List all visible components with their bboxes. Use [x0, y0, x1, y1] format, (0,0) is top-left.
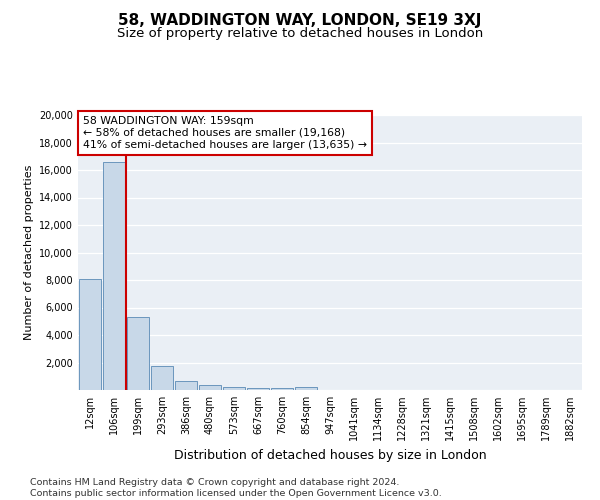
Text: 58, WADDINGTON WAY, LONDON, SE19 3XJ: 58, WADDINGTON WAY, LONDON, SE19 3XJ: [118, 12, 482, 28]
X-axis label: Distribution of detached houses by size in London: Distribution of detached houses by size …: [173, 448, 487, 462]
Y-axis label: Number of detached properties: Number of detached properties: [24, 165, 34, 340]
Bar: [223, 386, 245, 390]
Bar: [103, 162, 125, 390]
Text: 58 WADDINGTON WAY: 159sqm
← 58% of detached houses are smaller (19,168)
41% of s: 58 WADDINGTON WAY: 159sqm ← 58% of detac…: [83, 116, 367, 150]
Bar: [271, 388, 293, 390]
Bar: [127, 317, 149, 390]
Bar: [247, 388, 269, 390]
Bar: [295, 387, 317, 390]
Bar: [199, 385, 221, 390]
Bar: [79, 278, 101, 390]
Text: Contains HM Land Registry data © Crown copyright and database right 2024.
Contai: Contains HM Land Registry data © Crown c…: [30, 478, 442, 498]
Text: Size of property relative to detached houses in London: Size of property relative to detached ho…: [117, 28, 483, 40]
Bar: [151, 366, 173, 390]
Bar: [175, 381, 197, 390]
